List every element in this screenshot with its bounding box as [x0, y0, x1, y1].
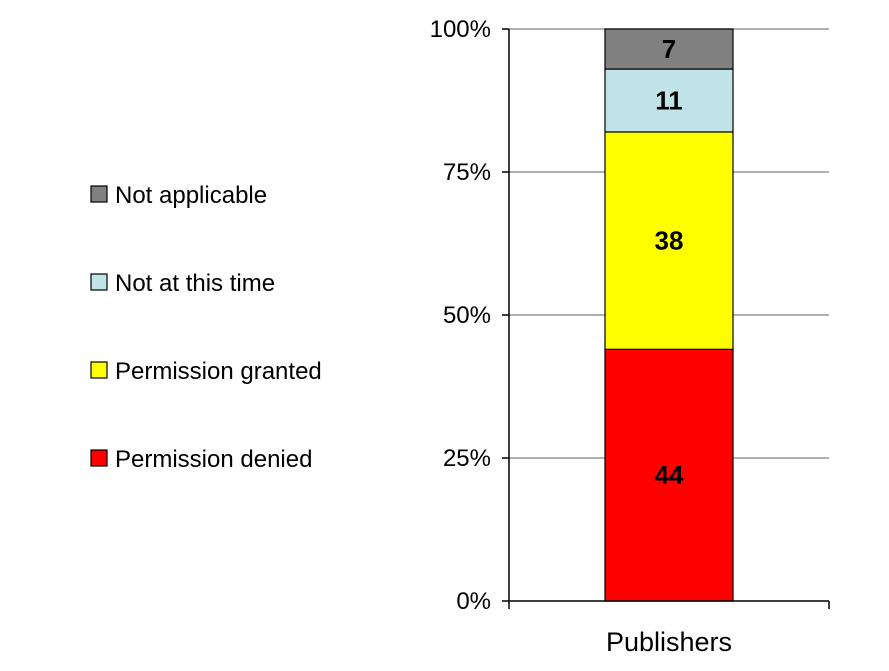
value-label: 11 — [655, 86, 683, 116]
y-axis-ticks: 0% 25% 50% 75% 100% — [430, 16, 509, 615]
bar-segments — [604, 28, 734, 602]
y-tick-label: 50% — [443, 302, 491, 329]
y-tick-label: 100% — [430, 16, 491, 43]
y-tick-label: 75% — [443, 159, 491, 186]
value-label: 44 — [655, 460, 684, 490]
bar-segment-not-at-this-time — [604, 68, 734, 133]
legend-swatch — [90, 449, 108, 467]
legend-label: Not applicable — [115, 182, 267, 209]
legend-label: Permission granted — [115, 358, 322, 385]
category-label: Publishers — [606, 627, 732, 657]
legend-label: Not at this time — [115, 270, 275, 297]
category-labels: Publishers — [606, 627, 732, 657]
y-tick-label: 0% — [456, 588, 491, 615]
legend-swatch — [90, 273, 108, 291]
bar-segment-permission-denied — [604, 348, 734, 602]
segment-value-labels: 44 38 11 7 — [655, 34, 684, 490]
legend-swatch — [90, 361, 108, 379]
legend: Not applicable Not at this time Permission… — [90, 182, 322, 473]
value-label: 38 — [655, 226, 684, 256]
bar-segment-permission-granted — [604, 131, 734, 350]
legend-swatch — [90, 185, 108, 203]
y-tick-label: 25% — [443, 445, 491, 472]
value-label: 7 — [662, 34, 676, 64]
bar-segment-not-applicable — [604, 28, 734, 70]
legend-label: Permission denied — [115, 446, 312, 473]
